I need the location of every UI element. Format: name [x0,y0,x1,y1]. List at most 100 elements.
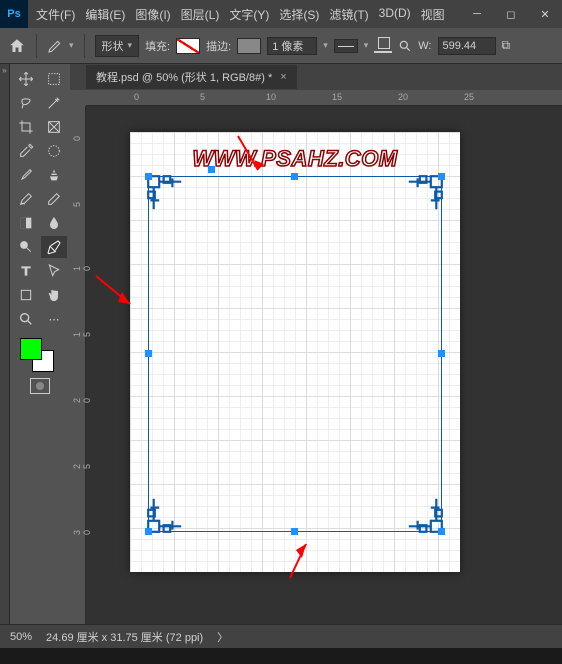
menu-edit[interactable]: 编辑(E) [85,6,125,23]
chevron-down-icon[interactable]: ▾ [69,40,74,51]
ruler-tick: 5 [72,202,82,207]
stroke-align-dropdown[interactable] [374,39,392,53]
zoom-level[interactable]: 50% [10,631,32,643]
ruler-tick: 5 [200,92,205,102]
chevron-down-icon[interactable]: ▾ [364,40,369,51]
history-brush-tool[interactable] [13,188,39,210]
close-tab-icon[interactable]: × [280,71,286,83]
magic-wand-tool[interactable] [41,92,67,114]
app-logo: Ps [0,0,28,28]
menu-filter[interactable]: 滤镜(T) [329,6,368,23]
ruler-tick: 2 5 [72,464,92,469]
watermark-text: WWW.PSAHZ.COM [130,146,460,172]
corner-ornament[interactable] [146,174,190,218]
menu-type[interactable]: 文字(Y) [229,6,269,23]
selection-handle[interactable] [438,528,445,535]
corner-ornament[interactable] [400,174,444,218]
zoom-tool[interactable] [13,308,39,330]
selection-handle[interactable] [145,350,152,357]
ruler-tick: 1 5 [72,332,92,337]
home-icon[interactable] [8,37,26,55]
mode-dropdown[interactable]: 形状▾ [95,35,140,57]
minimize-button[interactable]: ─ [460,0,494,28]
selection-handle[interactable] [438,350,445,357]
pen-tool-indicator[interactable] [47,38,63,54]
healing-tool[interactable] [41,140,67,162]
blur-tool[interactable] [41,212,67,234]
edit-toolbar[interactable]: ⋯ [41,308,67,330]
menu-view[interactable]: 视图 [421,6,445,23]
ruler-tick: 15 [332,92,342,102]
titlebar: Ps 文件(F) 编辑(E) 图像(I) 图层(L) 文字(Y) 选择(S) 滤… [0,0,562,28]
lasso-tool[interactable] [13,92,39,114]
selection-handle[interactable] [208,166,215,173]
selection-handle[interactable] [145,173,152,180]
menu-3d[interactable]: 3D(D) [379,6,411,23]
vertical-ruler[interactable]: 0 5 1 0 1 5 2 0 2 5 3 0 [70,106,86,624]
stroke-style-dropdown[interactable] [334,39,358,53]
stroke-swatch[interactable] [237,38,261,54]
ruler-tick: 3 0 [72,530,92,535]
marquee-tool[interactable] [41,68,67,90]
mode-label: 形状 [102,38,124,54]
panel-strip[interactable]: » [0,64,10,624]
status-chevron-icon[interactable]: 〉 [217,629,228,645]
menubar: 文件(F) 编辑(E) 图像(I) 图层(L) 文字(Y) 选择(S) 滤镜(T… [28,6,460,23]
frame-tool[interactable] [41,116,67,138]
selection-handle[interactable] [291,173,298,180]
stroke-width-input[interactable] [267,37,317,55]
status-bar: 50% 24.69 厘米 x 31.75 厘米 (72 ppi) 〉 [0,624,562,648]
annotation-arrow [230,134,270,174]
annotation-arrow [280,540,320,580]
hand-tool[interactable] [41,284,67,306]
document-canvas[interactable]: WWW.PSAHZ.COM [130,132,460,572]
crop-tool[interactable] [13,116,39,138]
ruler-tick: 10 [266,92,276,102]
canvas-viewport[interactable]: 0 5 10 15 20 25 0 5 1 0 1 5 2 0 2 5 3 0 … [70,90,562,624]
separator [36,34,37,58]
clone-stamp-tool[interactable] [41,164,67,186]
dodge-tool[interactable] [13,236,39,258]
annotation-arrow [94,272,134,312]
fill-swatch[interactable] [176,38,200,54]
selection-handle[interactable] [291,528,298,535]
menu-file[interactable]: 文件(F) [36,6,75,23]
menu-image[interactable]: 图像(I) [135,6,170,23]
menu-select[interactable]: 选择(S) [279,6,319,23]
selection-handle[interactable] [145,528,152,535]
document-title: 教程.psd @ 50% (形状 1, RGB/8#) * [96,69,272,85]
pen-tool[interactable] [41,236,67,258]
shape-tool[interactable] [13,284,39,306]
move-tool[interactable] [13,68,39,90]
foreground-swatch[interactable] [20,338,42,360]
ruler-tick: 20 [398,92,408,102]
chevron-down-icon[interactable]: ▾ [323,40,328,51]
horizontal-ruler[interactable]: 0 5 10 15 20 25 [86,90,562,106]
eyedropper-tool[interactable] [13,140,39,162]
ruler-origin[interactable] [70,90,86,106]
color-swatches[interactable] [12,338,68,372]
menu-layer[interactable]: 图层(L) [181,6,220,23]
selection-handle[interactable] [438,173,445,180]
ruler-tick: 0 [134,92,139,102]
link-icon[interactable]: ⧉ [502,38,511,53]
document-dimensions: 24.69 厘米 x 31.75 厘米 (72 ppi) [46,629,203,645]
close-button[interactable]: ✕ [528,0,562,28]
width-input[interactable] [438,37,496,55]
ruler-tick: 1 0 [72,266,92,271]
eraser-tool[interactable] [41,188,67,210]
maximize-button[interactable]: ◻ [494,0,528,28]
workspace: » [0,64,562,624]
corner-ornament[interactable] [146,490,190,534]
type-tool[interactable] [13,260,39,282]
path-selection-tool[interactable] [41,260,67,282]
document-tab-bar: 教程.psd @ 50% (形状 1, RGB/8#) * × [70,64,562,90]
search-icon[interactable] [398,39,412,53]
document-tab[interactable]: 教程.psd @ 50% (形状 1, RGB/8#) * × [86,65,297,89]
ruler-tick: 25 [464,92,474,102]
gradient-tool[interactable] [13,212,39,234]
frame-shape-path[interactable] [148,176,442,532]
width-label: W: [418,40,431,52]
quick-mask-icon[interactable] [30,378,50,394]
brush-tool[interactable] [13,164,39,186]
